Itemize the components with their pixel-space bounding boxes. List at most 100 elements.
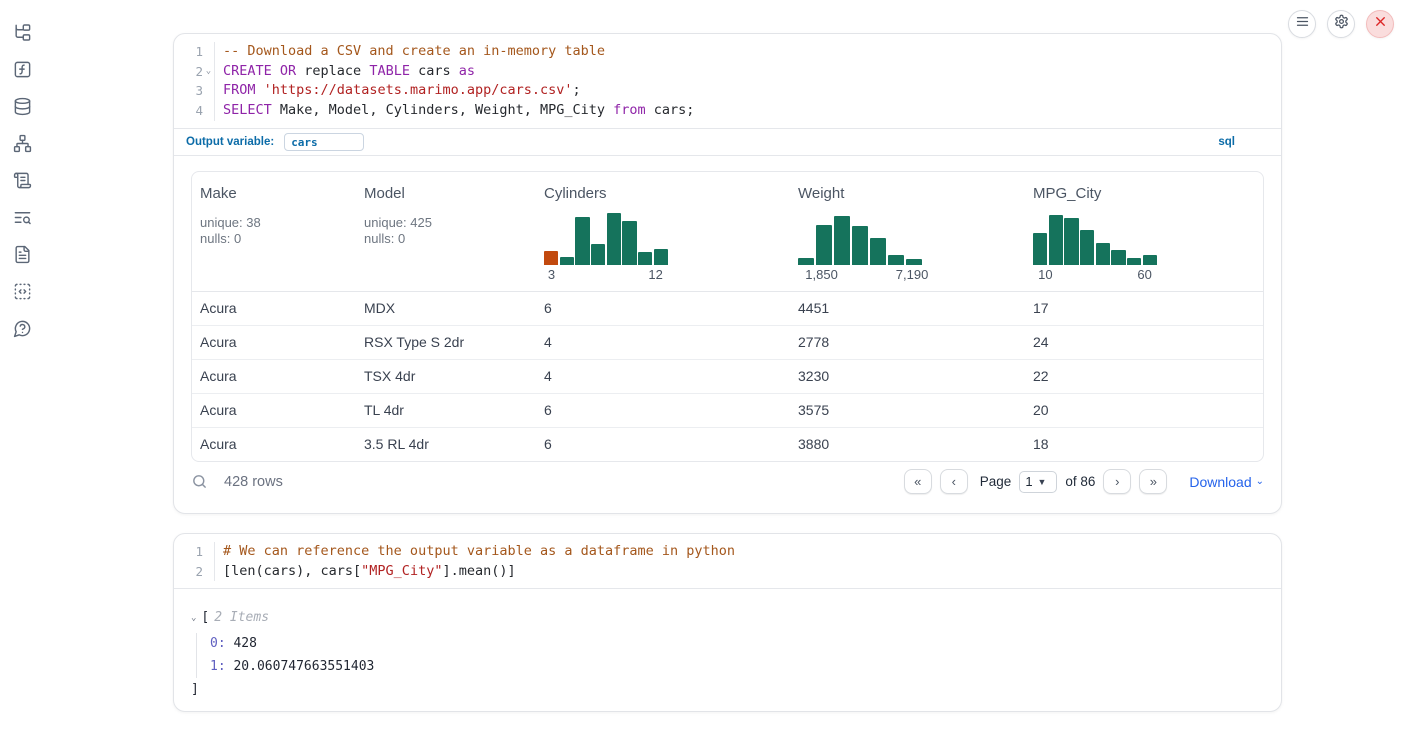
column-header[interactable]: Makeunique: 38nulls: 0 bbox=[192, 172, 356, 291]
column-header[interactable]: Modelunique: 425nulls: 0 bbox=[356, 172, 536, 291]
page-select[interactable]: 1 ▼ bbox=[1019, 471, 1057, 493]
network-icon[interactable] bbox=[12, 133, 32, 153]
text-search-icon[interactable] bbox=[12, 207, 32, 227]
histogram-bar[interactable] bbox=[852, 226, 868, 265]
code-line[interactable]: 3FROM 'https://datasets.marimo.app/cars.… bbox=[174, 81, 1281, 101]
marimo-notebook: 1-- Download a CSV and create an in-memo… bbox=[0, 0, 1408, 729]
histogram-bar[interactable] bbox=[1143, 255, 1157, 265]
shutdown-button[interactable] bbox=[1366, 10, 1394, 38]
page-label: Page bbox=[980, 474, 1012, 489]
histogram-bar[interactable] bbox=[1127, 258, 1141, 265]
file-tree-icon[interactable] bbox=[12, 22, 32, 42]
settings-button[interactable] bbox=[1327, 10, 1355, 38]
entry-value: 20.060747663551403 bbox=[233, 659, 374, 674]
histogram-bar[interactable] bbox=[560, 257, 574, 265]
table-cell: Acura bbox=[192, 292, 356, 325]
tree-entry: 0: 428 bbox=[210, 633, 1281, 656]
close-bracket: ] bbox=[191, 681, 1281, 699]
table-cell: Acura bbox=[192, 326, 356, 359]
histogram-bar[interactable] bbox=[1111, 250, 1125, 265]
histogram-bar[interactable] bbox=[638, 252, 652, 265]
chevron-down-icon: ▼ bbox=[1038, 477, 1047, 487]
line-number: 3 bbox=[174, 81, 214, 101]
code-line[interactable]: 2[len(cars), cars["MPG_City"].mean()] bbox=[174, 562, 1281, 582]
histogram-bar[interactable] bbox=[816, 225, 832, 265]
code-line[interactable]: 1# We can reference the output variable … bbox=[174, 542, 1281, 562]
table-cell: TL 4dr bbox=[356, 394, 536, 427]
table-cell: Acura bbox=[192, 428, 356, 461]
python-cell: 1# We can reference the output variable … bbox=[173, 533, 1282, 712]
table-cell: 4 bbox=[536, 360, 790, 393]
code-line[interactable]: 4SELECT Make, Model, Cylinders, Weight, … bbox=[174, 101, 1281, 121]
histogram-bar[interactable] bbox=[607, 213, 621, 265]
database-icon[interactable] bbox=[12, 96, 32, 116]
pagination: « ‹ Page 1 ▼ of 86 › » bbox=[904, 469, 1168, 494]
table-cell: RSX Type S 2dr bbox=[356, 326, 536, 359]
download-button[interactable]: Download ⌄ bbox=[1189, 474, 1264, 490]
column-stats: unique: 425nulls: 0 bbox=[364, 215, 530, 248]
histogram-bar[interactable] bbox=[906, 259, 922, 265]
fold-chevron-icon[interactable]: ⌄ bbox=[203, 62, 214, 82]
file-text-icon[interactable] bbox=[12, 244, 32, 264]
histogram-bar[interactable] bbox=[1049, 215, 1063, 265]
histogram-bar[interactable] bbox=[654, 249, 668, 265]
line-number: 2 bbox=[174, 562, 214, 582]
histogram-bar[interactable] bbox=[1080, 230, 1094, 265]
column-histogram: 1060 bbox=[1033, 210, 1157, 283]
line-number: 1 bbox=[174, 42, 214, 62]
sql-code-editor[interactable]: 1-- Download a CSV and create an in-memo… bbox=[174, 34, 1281, 129]
table-row[interactable]: AcuraTSX 4dr4323022 bbox=[192, 360, 1263, 394]
table-row[interactable]: Acura3.5 RL 4dr6388018 bbox=[192, 428, 1263, 461]
output-variable-row: Output variable: cars sql bbox=[174, 129, 1281, 156]
table-cell: 18 bbox=[1025, 428, 1263, 461]
table-row[interactable]: AcuraMDX6445117 bbox=[192, 292, 1263, 326]
histogram-bar[interactable] bbox=[888, 255, 904, 265]
tree-root-row: ⌄[2 Items bbox=[191, 609, 1281, 627]
column-header[interactable]: MPG_City1060 bbox=[1025, 172, 1263, 291]
histogram-bar[interactable] bbox=[1064, 218, 1078, 265]
result-table: Makeunique: 38nulls: 0Modelunique: 425nu… bbox=[191, 171, 1264, 462]
table-cell: 20 bbox=[1025, 394, 1263, 427]
table-cell: 4451 bbox=[790, 292, 1025, 325]
square-function-icon[interactable] bbox=[12, 59, 32, 79]
histogram-bar[interactable] bbox=[870, 238, 886, 265]
items-count-label: 2 Items bbox=[214, 609, 269, 627]
last-page-button[interactable]: » bbox=[1139, 469, 1167, 494]
histogram-bar[interactable] bbox=[1033, 233, 1047, 265]
scroll-text-icon[interactable] bbox=[12, 170, 32, 190]
menu-button[interactable] bbox=[1288, 10, 1316, 38]
table-row[interactable]: AcuraRSX Type S 2dr4277824 bbox=[192, 326, 1263, 360]
first-page-button[interactable]: « bbox=[904, 469, 932, 494]
histogram-bar[interactable] bbox=[544, 251, 558, 265]
histogram-bar[interactable] bbox=[591, 244, 605, 265]
table-cell: Acura bbox=[192, 360, 356, 393]
histogram-bar[interactable] bbox=[798, 258, 814, 265]
column-histogram: 1,8507,190 bbox=[798, 210, 922, 283]
histogram-bar[interactable] bbox=[575, 217, 589, 265]
histogram-bar[interactable] bbox=[622, 221, 636, 265]
line-number: 2⌄ bbox=[174, 62, 214, 82]
entry-key: 0: bbox=[210, 636, 226, 651]
output-variable-input[interactable]: cars bbox=[284, 133, 364, 151]
next-page-button[interactable]: › bbox=[1103, 469, 1131, 494]
code-line[interactable]: 1-- Download a CSV and create an in-memo… bbox=[174, 42, 1281, 62]
column-header[interactable]: Weight1,8507,190 bbox=[790, 172, 1025, 291]
prev-page-button[interactable]: ‹ bbox=[940, 469, 968, 494]
histogram-bar[interactable] bbox=[1096, 243, 1110, 265]
chevron-left-icon: ‹ bbox=[952, 474, 956, 489]
column-header[interactable]: Cylinders312 bbox=[536, 172, 790, 291]
search-icon[interactable] bbox=[191, 473, 208, 490]
axis-tick-label: 10 bbox=[1038, 267, 1052, 282]
help-chat-icon[interactable] bbox=[12, 318, 32, 338]
table-cell: 6 bbox=[536, 394, 790, 427]
tree-entries: 0: 428 1: 20.060747663551403 bbox=[196, 633, 1281, 678]
collapse-chevron-icon[interactable]: ⌄ bbox=[191, 609, 196, 627]
code-snippets-icon[interactable] bbox=[12, 281, 32, 301]
window-controls bbox=[1288, 10, 1394, 38]
python-code-editor[interactable]: 1# We can reference the output variable … bbox=[174, 534, 1281, 588]
entry-key: 1: bbox=[210, 659, 226, 674]
table-footer: 428 rows « ‹ Page 1 ▼ of 86 › » Download… bbox=[191, 462, 1264, 502]
histogram-bar[interactable] bbox=[834, 216, 850, 265]
table-row[interactable]: AcuraTL 4dr6357520 bbox=[192, 394, 1263, 428]
code-line[interactable]: 2⌄CREATE OR replace TABLE cars as bbox=[174, 62, 1281, 82]
